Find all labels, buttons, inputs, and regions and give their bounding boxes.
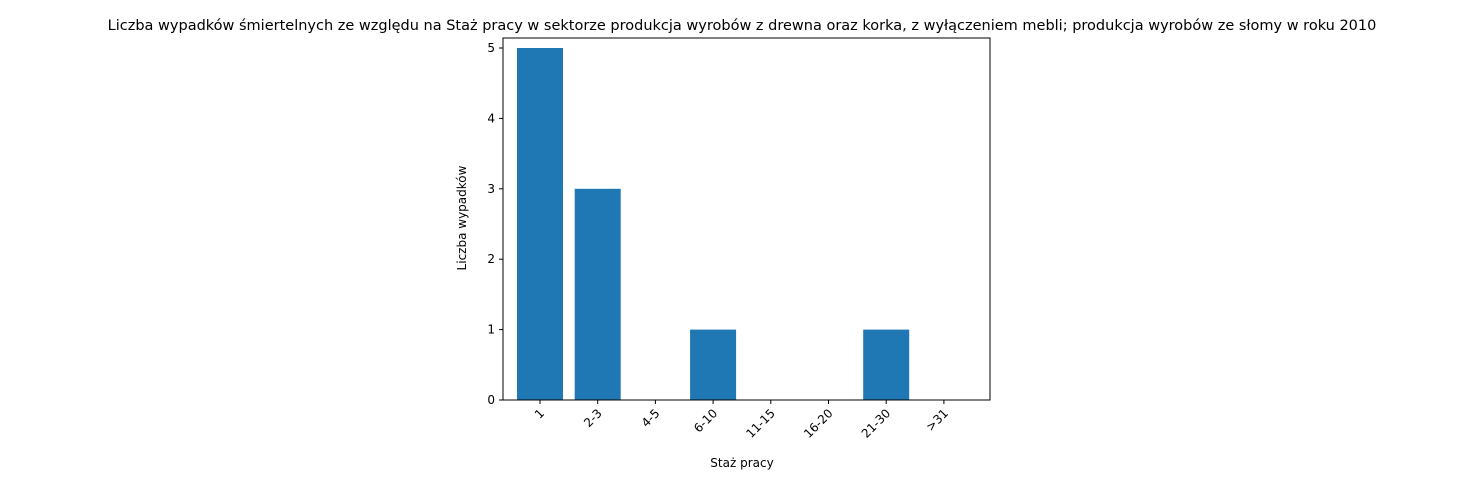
y-axis-label: Liczba wypadków	[455, 165, 469, 270]
x-axis: 1 2-3 4-5 6-10 11-15 16-20 21-30 >31	[532, 400, 951, 441]
y-axis: 0 1 2 3 4 5	[487, 41, 503, 407]
x-tick-label: 1	[532, 406, 547, 421]
y-tick-label: 3	[487, 182, 495, 196]
bar-2-3	[575, 189, 621, 400]
y-tick-label: 1	[487, 323, 495, 337]
x-tick-label: 11-15	[743, 406, 778, 441]
y-tick-label: 4	[487, 111, 495, 125]
y-tick-label: 0	[487, 393, 495, 407]
bar-6-10	[690, 330, 736, 400]
x-axis-label: Staż pracy	[710, 456, 773, 470]
bars-group	[517, 48, 909, 400]
y-tick-label: 2	[487, 252, 495, 266]
y-tick-label: 5	[487, 41, 495, 55]
chart-title: Liczba wypadków śmiertelnych ze względu …	[108, 18, 1377, 34]
x-tick-label: 16-20	[801, 406, 836, 441]
x-tick-label: 6-10	[691, 406, 720, 435]
x-tick-label: 4-5	[639, 406, 663, 430]
bar-21-30	[863, 330, 909, 400]
bar-1	[517, 48, 563, 400]
x-tick-label: 21-30	[859, 406, 894, 441]
x-tick-label: >31	[923, 406, 951, 434]
x-tick-label: 2-3	[581, 406, 605, 430]
